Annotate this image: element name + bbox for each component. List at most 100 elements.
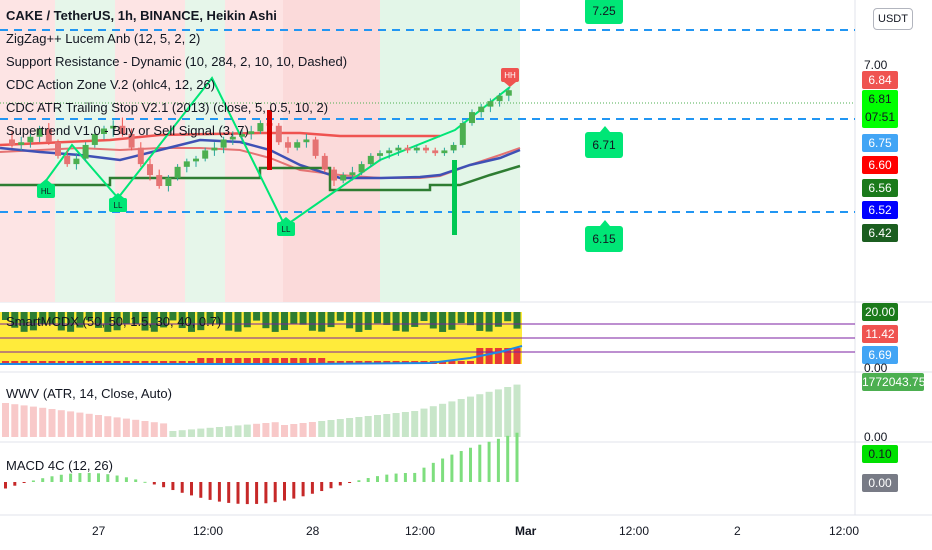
action-zone-5 <box>283 0 380 302</box>
wwv-bar-23 <box>215 427 223 437</box>
smartmcdx-blue-line <box>0 345 523 365</box>
smartmcdx-red-bar-5 <box>48 361 56 364</box>
pane-title-smartmcdx[interactable]: SmartMCDX (50, 50, 1.5, 30, 40, 0.7) <box>6 314 222 329</box>
symbol-title[interactable]: CAKE / TetherUS, 1h, BINANCE, Heikin Ash… <box>6 8 277 23</box>
wwv-bar-14 <box>132 419 140 437</box>
macd-bar-2 <box>22 482 26 484</box>
macd-bar-40 <box>376 476 379 482</box>
macd-bar-13 <box>124 477 128 482</box>
macd-bar-27 <box>255 482 259 504</box>
time-label-28-noon: 12:00 <box>405 524 436 538</box>
smartmcdx-red-bar-4 <box>39 361 47 364</box>
macd-bar-14 <box>134 479 138 482</box>
smartmcdx-green-bar-37 <box>346 312 354 329</box>
indicator-cdc-atr-trailing[interactable]: CDC ATR Trailing Stop V2.1 (2013) (close… <box>6 100 329 115</box>
zigzag-label-text-1: LL <box>114 201 123 210</box>
wwv-bar-22 <box>206 427 214 437</box>
smartmcdx-green-bar-25 <box>234 312 242 332</box>
smartmcdx-green-bar-50 <box>467 312 474 326</box>
candle-body-39 <box>367 155 374 165</box>
candle-body-48 <box>450 144 457 151</box>
wwv-bar-20 <box>188 429 195 437</box>
sr-label-text-2: 6.15 <box>592 232 616 246</box>
zigzag-line <box>44 76 511 228</box>
wwv-bar-29 <box>271 422 279 437</box>
smartmcdx-red-bar-20 <box>188 361 195 364</box>
macd-bar-45 <box>422 467 426 482</box>
pane-title-wwv[interactable]: WWV (ATR, 14, Close, Auto) <box>6 386 172 401</box>
indicator-cdc-action-zone[interactable]: CDC Action Zone V.2 (ohlc4, 12, 26) <box>6 77 216 92</box>
wwv-bar-10 <box>95 415 102 437</box>
smartmcdx-red-bar-8 <box>76 361 84 364</box>
time-label-2: 2 <box>734 524 741 538</box>
pane-title-macd[interactable]: MACD 4C (12, 26) <box>6 458 113 473</box>
smartmcdx-green-bar-2 <box>20 312 28 332</box>
candle-body-19 <box>183 161 190 167</box>
macd-tag-0-00: 0.00 <box>862 474 898 492</box>
candle-body-4 <box>45 128 52 143</box>
sell-signal-arrow <box>267 110 272 170</box>
smartmcdx-red-bar-52 <box>485 348 493 364</box>
macd-bar-55 <box>515 432 519 482</box>
smartmcdx-red-bar-0 <box>2 361 9 364</box>
smartmcdx-red-bar-54 <box>504 348 512 364</box>
smartmcdx-green-bar-36 <box>336 312 344 321</box>
time-label-28: 28 <box>306 524 320 538</box>
candle-body-41 <box>386 150 393 154</box>
smartmcdx-red-bar-17 <box>160 361 168 364</box>
currency-button[interactable]: USDT <box>873 8 913 30</box>
macd-bar-17 <box>162 482 166 488</box>
candle-body-0 <box>9 139 15 145</box>
wwv-bar-37 <box>346 418 354 437</box>
smartmcdx-red-bar-47 <box>439 361 447 364</box>
wwv-bar-54 <box>504 387 512 437</box>
macd-bar-22 <box>208 482 212 500</box>
smartmcdx-green-bar-18 <box>169 312 177 321</box>
candle-body-8 <box>82 144 89 159</box>
candle-body-21 <box>202 150 209 159</box>
wwv-bar-4 <box>39 407 47 437</box>
macd-bar-26 <box>245 482 249 505</box>
smartmcdx-green-bar-46 <box>429 312 437 329</box>
indicator-supertrend[interactable]: Supertrend V1.0 - Buy or Sell Signal (3,… <box>6 123 249 138</box>
macd-bar-49 <box>459 451 463 482</box>
wwv-bar-19 <box>178 430 186 437</box>
smartmcdx-green-bar-35 <box>327 312 335 328</box>
price-scale-top-label: 7.00 <box>864 58 888 72</box>
wwv-bar-31 <box>290 424 298 437</box>
smartmcdx-green-bar-42 <box>392 312 400 331</box>
smartmcdx-green-bar-45 <box>420 312 428 322</box>
smartmcdx-green-bar-14 <box>132 312 140 325</box>
wwv-bar-42 <box>392 413 400 437</box>
macd-bar-19 <box>180 482 184 493</box>
indicator-zigzag[interactable]: ZigZag++ Lucem Anb (12, 5, 2, 2) <box>6 31 201 46</box>
zigzag-label-box-2 <box>277 222 295 236</box>
smartmcdx-tag-11-42: 11.42 <box>862 325 898 343</box>
smartmcdx-green-bar-53 <box>494 312 502 327</box>
macd-bar-23 <box>217 482 221 502</box>
zigzag-label-text-2: LL <box>282 225 291 234</box>
smartmcdx-zero: 0.00 <box>864 361 888 375</box>
candle-body-15 <box>147 164 153 176</box>
zigzag-label-text-0: HL <box>41 187 52 196</box>
current-price: 6.81 <box>868 92 892 106</box>
candle-body-46 <box>432 150 439 154</box>
price-tag-6-60: 6.60 <box>862 156 898 174</box>
smartmcdx-red-bar-15 <box>141 361 149 364</box>
indicator-support-resistance[interactable]: Support Resistance - Dynamic (10, 284, 2… <box>6 54 348 69</box>
candle-body-49 <box>459 123 466 145</box>
macd-bar-3 <box>31 480 35 482</box>
candle-body-37 <box>349 172 356 176</box>
smartmcdx-red-bar-3 <box>29 361 37 364</box>
wwv-bar-41 <box>383 414 391 437</box>
smartmcdx-red-bar-23 <box>215 358 223 364</box>
macd-bar-24 <box>227 482 231 503</box>
smartmcdx-green-bar-3 <box>29 312 37 331</box>
candle-body-14 <box>137 147 144 165</box>
candle-body-33 <box>312 139 319 156</box>
smartmcdx-green-bar-22 <box>206 312 214 324</box>
candle-body-6 <box>64 155 71 165</box>
wwv-tag: 1772043.75 <box>862 373 926 391</box>
